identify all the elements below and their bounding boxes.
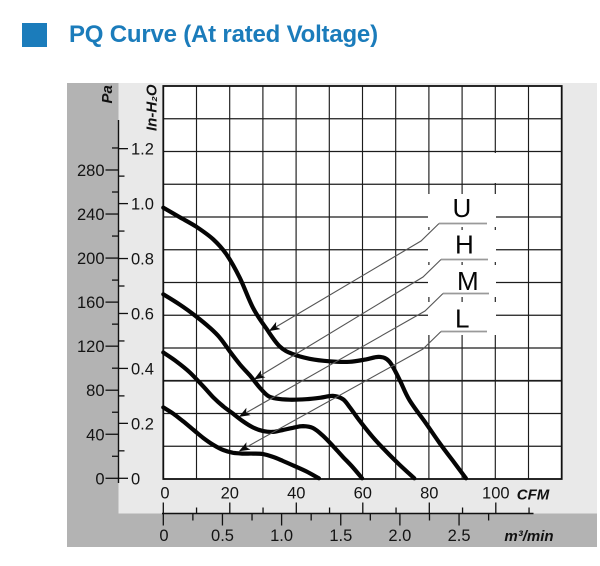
- curve-u: [161, 205, 468, 481]
- m3min-tick-label: 2.0: [388, 527, 411, 545]
- cfm-unit-label: CFM: [517, 487, 550, 504]
- m3min-tick-label: 1.0: [270, 527, 293, 545]
- m3min-tick-label: 2.5: [448, 527, 471, 545]
- cfm-tick-label: 0: [160, 485, 169, 503]
- pa-tick-label: 40: [86, 426, 104, 444]
- m3min-tick-labels: 0 0.5 1.0 1.5 2.0 2.5: [159, 527, 470, 545]
- cfm-tick-label: 20: [221, 485, 239, 503]
- m3min-tick-label: 0.5: [211, 527, 234, 545]
- curve-label-m: M: [457, 266, 479, 296]
- m3min-axis-band: [67, 513, 597, 547]
- leader-line-u: [268, 223, 440, 332]
- inh2o-tick-label: 0.2: [131, 415, 154, 433]
- curve-l: [161, 405, 321, 481]
- curve-h: [161, 292, 417, 481]
- leader-line-m: [238, 293, 444, 417]
- pa-axis-band: [67, 83, 119, 514]
- inh2o-tick-label: 1.0: [131, 196, 154, 214]
- cfm-tick-label: 60: [354, 485, 372, 503]
- label-underlines: [439, 222, 489, 333]
- cfm-tick-labels: 0 20 40 60 80 100: [160, 485, 509, 503]
- title-bullet: [22, 23, 47, 47]
- curve-label-u: U: [453, 193, 472, 223]
- inh2o-unit-label: In-H₂O: [144, 84, 161, 131]
- inh2o-tick-label: 1.2: [131, 141, 154, 159]
- axis-ticks: [105, 147, 530, 526]
- pa-tick-label: 240: [77, 206, 105, 224]
- pa-tick-labels: 280 240 200 160 120 80 40 0: [77, 162, 105, 488]
- leader-lines: [238, 223, 444, 452]
- curve-label-l: L: [455, 304, 469, 334]
- inh2o-tick-label: 0.8: [131, 251, 154, 269]
- cfm-tick-label: 40: [287, 485, 305, 503]
- inh2o-tick-label: 0.6: [131, 306, 154, 324]
- m3min-tick-label: 0: [159, 527, 168, 545]
- m3min-unit-label: m³/min: [504, 528, 553, 545]
- label-mask-patches: [428, 153, 527, 335]
- leader-line-l: [238, 331, 442, 452]
- inh2o-tick-label: 0: [131, 470, 140, 488]
- leader-line-h: [253, 259, 442, 380]
- pa-tick-label: 200: [77, 250, 105, 268]
- pa-tick-label: 0: [95, 470, 104, 488]
- pa-tick-label: 160: [77, 294, 105, 312]
- pa-tick-label: 80: [86, 382, 104, 400]
- inh2o-tick-labels: 1.2 1.0 0.8 0.6 0.4 0.2 0: [131, 141, 154, 489]
- pa-unit-label: Pa: [99, 85, 116, 103]
- curve-label-h: H: [455, 230, 474, 260]
- page-title: PQ Curve (At rated Voltage): [69, 21, 378, 48]
- inh2o-tick-label: 0.4: [131, 360, 154, 378]
- fan-curves: [161, 205, 468, 481]
- cfm-tick-label: 100: [482, 485, 510, 503]
- m3min-tick-label: 1.5: [329, 527, 352, 545]
- curve-m: [161, 350, 365, 481]
- pa-tick-label: 280: [77, 162, 105, 180]
- pa-tick-label: 120: [77, 338, 105, 356]
- cfm-tick-label: 80: [420, 485, 438, 503]
